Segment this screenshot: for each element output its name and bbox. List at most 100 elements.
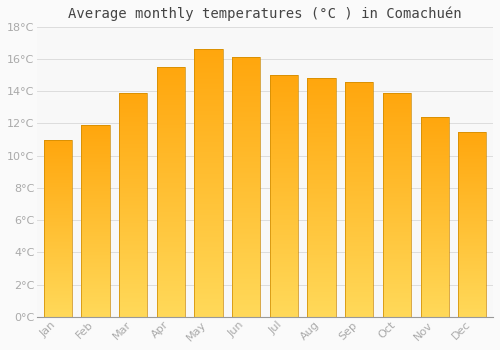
Bar [44, 172, 72, 173]
Bar [194, 51, 222, 52]
Bar [119, 203, 148, 204]
Bar [156, 68, 185, 70]
Bar [345, 245, 374, 246]
Bar [420, 153, 449, 154]
Bar [383, 226, 411, 227]
Bar [119, 155, 148, 157]
Bar [458, 155, 486, 156]
Bar [44, 203, 72, 204]
Bar [232, 182, 260, 183]
Bar [270, 110, 298, 111]
Bar [82, 270, 110, 271]
Bar [156, 138, 185, 140]
Bar [458, 239, 486, 240]
Bar [345, 85, 374, 86]
Bar [458, 296, 486, 298]
Bar [232, 164, 260, 165]
Bar [420, 125, 449, 126]
Bar [345, 94, 374, 96]
Bar [156, 227, 185, 228]
Bar [345, 93, 374, 94]
Bar [383, 265, 411, 266]
Bar [82, 130, 110, 131]
Bar [308, 222, 336, 223]
Bar [44, 168, 72, 169]
Bar [383, 99, 411, 101]
Bar [232, 279, 260, 281]
Bar [270, 254, 298, 255]
Bar [383, 114, 411, 115]
Bar [119, 301, 148, 302]
Bar [119, 206, 148, 207]
Bar [156, 145, 185, 146]
Bar [156, 148, 185, 149]
Bar [232, 187, 260, 188]
Bar [119, 207, 148, 208]
Bar [383, 248, 411, 250]
Bar [308, 284, 336, 285]
Bar [119, 230, 148, 231]
Bar [232, 221, 260, 222]
Bar [194, 83, 222, 84]
Bar [194, 226, 222, 227]
Bar [82, 229, 110, 230]
Bar [308, 240, 336, 242]
Bar [383, 121, 411, 122]
Bar [119, 105, 148, 106]
Bar [458, 173, 486, 174]
Bar [194, 131, 222, 132]
Bar [458, 186, 486, 187]
Bar [458, 268, 486, 269]
Bar [345, 134, 374, 136]
Bar [156, 116, 185, 117]
Bar [345, 118, 374, 119]
Bar [458, 303, 486, 304]
Bar [194, 127, 222, 128]
Bar [44, 290, 72, 291]
Bar [232, 288, 260, 289]
Bar [232, 282, 260, 283]
Bar [270, 236, 298, 237]
Bar [194, 142, 222, 143]
Bar [270, 144, 298, 145]
Bar [156, 201, 185, 202]
Bar [44, 231, 72, 232]
Bar [119, 223, 148, 224]
Bar [156, 103, 185, 105]
Bar [345, 206, 374, 208]
Bar [383, 283, 411, 284]
Bar [119, 227, 148, 228]
Bar [308, 182, 336, 183]
Bar [420, 272, 449, 273]
Bar [232, 294, 260, 295]
Bar [345, 158, 374, 159]
Bar [383, 97, 411, 98]
Bar [194, 292, 222, 293]
Bar [156, 209, 185, 211]
Bar [458, 153, 486, 154]
Bar [458, 229, 486, 230]
Bar [119, 179, 148, 180]
Bar [82, 244, 110, 245]
Bar [82, 260, 110, 261]
Bar [232, 151, 260, 152]
Bar [44, 263, 72, 264]
Bar [194, 112, 222, 113]
Bar [345, 106, 374, 107]
Bar [345, 254, 374, 256]
Bar [44, 198, 72, 199]
Bar [458, 163, 486, 164]
Bar [232, 196, 260, 197]
Bar [82, 293, 110, 294]
Bar [156, 283, 185, 285]
Bar [232, 186, 260, 187]
Bar [156, 223, 185, 224]
Bar [383, 213, 411, 214]
Bar [383, 174, 411, 175]
Bar [458, 236, 486, 237]
Bar [232, 64, 260, 65]
Bar [458, 308, 486, 309]
Bar [119, 232, 148, 233]
Bar [119, 169, 148, 170]
Bar [458, 133, 486, 134]
